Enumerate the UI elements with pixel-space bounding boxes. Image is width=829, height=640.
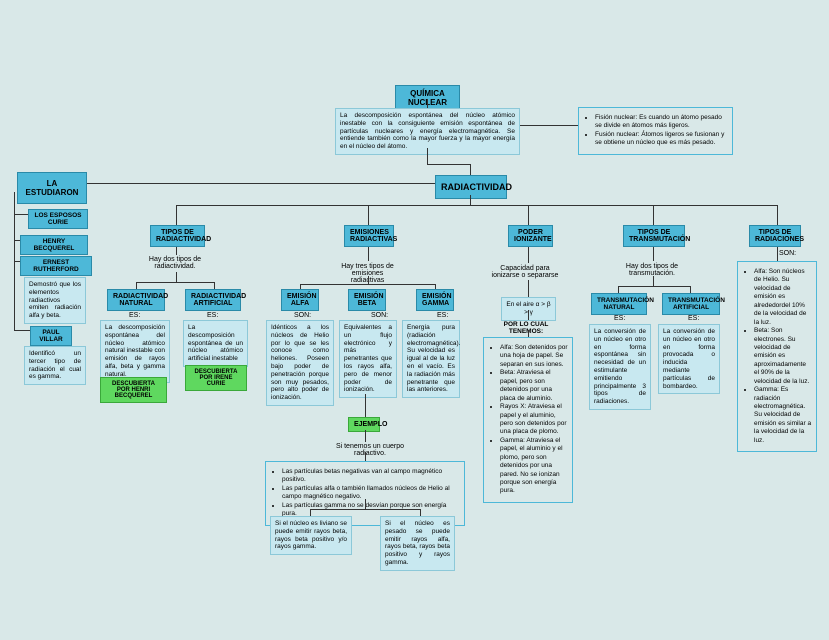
- trans-nat-node: TRANSMUTACIÓN NATURAL: [591, 293, 647, 315]
- nucleo-pes: Si el núcleo es pesado se puede emitir r…: [380, 516, 455, 571]
- trans-art-node: TRANSMUTACIÓN ARTIFICIAL: [662, 293, 720, 315]
- villar-text: Identificó un tercer tipo de radiación e…: [24, 346, 86, 385]
- poder-list: Alfa: Son detenidos por una hoja de pape…: [483, 337, 573, 503]
- desc-curie-node: DESCUBIERTA POR IRENE CURIE: [185, 365, 247, 391]
- rad-art-text: La descomposición espontánea de un núcle…: [183, 320, 248, 367]
- poder-node: PODER IONIZANTE: [508, 225, 553, 247]
- beta-text: Equivalentes a un flujo electrónico y má…: [339, 320, 397, 398]
- trans-nat-text: La conversión de un núcleo en otro en fo…: [589, 324, 651, 410]
- la-estudiaron-node: LA ESTUDIARON: [17, 172, 87, 204]
- son-label-3: SON:: [779, 250, 796, 257]
- fusion-text: Fusión nuclear: Átomos ligeros se fusion…: [595, 131, 728, 148]
- alfa-text: Idénticos a los núcleos de Helio por lo …: [266, 320, 334, 406]
- nucleo-liv: Si el núcleo es liviano se puede emitir …: [270, 516, 352, 555]
- son-label-2: SON:: [371, 312, 388, 319]
- pi-gamma: Gamma: Atraviesa el papel, el aluminio y…: [500, 437, 568, 496]
- rad-natural-node: RADIACTIVIDAD NATURAL: [107, 289, 165, 311]
- poder-sub: Capacidad para ionizarse o separarse: [489, 265, 561, 279]
- trans-art-text: La conversión de un núcleo en otro en fo…: [658, 324, 720, 394]
- ejemplo-node: EJEMPLO: [348, 417, 380, 432]
- poder-cual: POR LO CUAL TENEMOS:: [491, 321, 561, 335]
- villar-node: PAUL VILLAR: [30, 326, 72, 346]
- tipos-rad-node: TIPOS DE RADIACTIVIDAD: [150, 225, 205, 247]
- gamma-text: Energía pura (radiación electromagnética…: [402, 320, 460, 398]
- pi-beta: Beta: Atraviesa el papel, pero son deten…: [500, 369, 568, 403]
- pi-rx: Rayos X: Atraviesa el papel y el alumini…: [500, 403, 568, 437]
- em-gamma-node: EMISIÓN GAMMA: [416, 289, 454, 311]
- ej-b2: Las partículas alfa o también llamados n…: [282, 485, 460, 502]
- desc-becq-node: DESCUBIERTA POR HENRI BECQUEREL: [100, 377, 167, 403]
- tr-alfa: Alfa: Son núcleos de Helio. Su velocidad…: [754, 268, 812, 327]
- rutherford-text: Demostró que los elementos radiactivos e…: [24, 277, 86, 324]
- es-label-5: ES:: [688, 315, 699, 322]
- es-label-1: ES:: [129, 312, 140, 319]
- rad-artificial-node: RADIACTIVIDAD ARTIFICIAL: [185, 289, 241, 311]
- trans-node: TIPOS DE TRANSMUTACIÓN: [623, 225, 685, 247]
- ejemplo-sub: Si tenemos un cuerpo radiactivo.: [320, 443, 420, 457]
- radiactividad-node: RADIACTIVIDAD: [435, 175, 507, 199]
- es-label-3: ES:: [437, 312, 448, 319]
- pi-alfa: Alfa: Son detenidos por una hoja de pape…: [500, 344, 568, 369]
- em-alfa-node: EMISIÓN ALFA: [281, 289, 319, 311]
- tipos-radiac-list: Alfa: Son núcleos de Helio. Su velocidad…: [737, 261, 817, 452]
- tipos-radiac-node: TIPOS DE RADIACIONES: [749, 225, 801, 247]
- tr-beta: Beta: Son electrones. Su velocidad de em…: [754, 327, 812, 386]
- em-beta-node: EMISIÓN BETA: [348, 289, 386, 311]
- fision-text: Fisión nuclear: Es cuando un átomo pesad…: [595, 114, 728, 131]
- tr-gamma: Gamma: Es radiación electromagnética. Su…: [754, 386, 812, 445]
- es-label-2: ES:: [207, 312, 218, 319]
- esposos-node: LOS ESPOSOS CURIE: [28, 209, 88, 229]
- rad-nat-text: La descomposición espontánea del núcleo …: [100, 320, 170, 383]
- becquerel-node: HENRY BECQUEREL: [20, 235, 88, 255]
- ej-b1: Las partículas betas negativas van al ca…: [282, 468, 460, 485]
- es-label-4: ES:: [614, 315, 625, 322]
- emisiones-node: EMISIONES RADIACTIVAS: [344, 225, 394, 247]
- fision-fusion-box: Fisión nuclear: Es cuando un átomo pesad…: [578, 107, 733, 155]
- son-label-1: SON:: [294, 312, 311, 319]
- tipos-rad-sub: Hay dos tipos de radiactividad.: [145, 256, 205, 270]
- trans-sub: Hay dos tipos de transmutación.: [617, 263, 687, 277]
- rutherford-node: ERNEST RUTHERFORD: [20, 256, 92, 276]
